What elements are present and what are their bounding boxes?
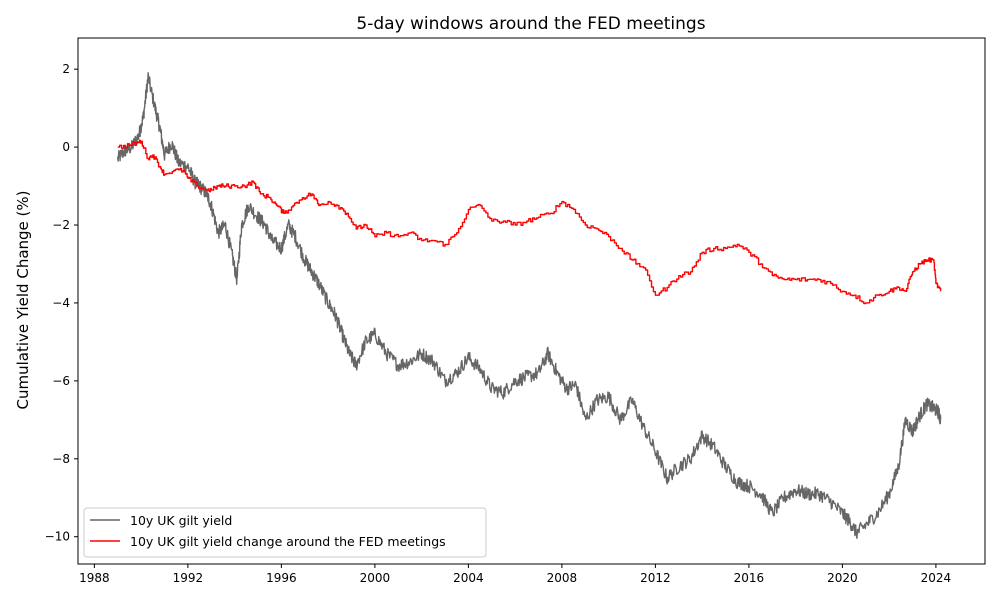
- x-tick-label: 2020: [827, 571, 858, 585]
- y-tick-label: −10: [45, 530, 70, 544]
- chart-title: 5-day windows around the FED meetings: [356, 14, 705, 34]
- x-tick-label: 1988: [79, 571, 110, 585]
- y-tick-label: −2: [52, 218, 70, 232]
- legend-label-fed-change: 10y UK gilt yield change around the FED …: [130, 534, 446, 549]
- x-axis: 1988 1992 1996 2000 2004 2008 2012 2016 2020 2024: [79, 564, 951, 585]
- legend-label-gilt-yield: 10y UK gilt yield: [130, 513, 232, 528]
- y-tick-label: 2: [62, 62, 70, 76]
- x-tick-label: 2000: [360, 571, 391, 585]
- x-tick-label: 1992: [173, 571, 204, 585]
- series-layer: [117, 72, 942, 539]
- legend-box: [83, 507, 487, 558]
- x-tick-label: 2012: [640, 571, 671, 585]
- plot-frame: [77, 37, 986, 565]
- series-line-fed-change: [117, 139, 942, 305]
- x-tick-label: 2016: [734, 571, 765, 585]
- series-line-gilt-yield: [117, 72, 942, 539]
- y-tick-label: −6: [52, 374, 70, 388]
- x-tick-label: 2024: [921, 571, 952, 585]
- y-axis-label: Cumulative Yield Change (%): [14, 190, 32, 409]
- y-tick-label: −8: [52, 452, 70, 466]
- x-tick-label: 2004: [453, 571, 484, 585]
- x-tick-label: 1996: [266, 571, 297, 585]
- y-tick-label: −4: [52, 296, 70, 310]
- y-axis: 2 0 −2 −4 −6 −8 −10: [45, 62, 78, 544]
- y-tick-label: 0: [62, 140, 70, 154]
- x-tick-label: 2008: [547, 571, 578, 585]
- legend: 10y UK gilt yield 10y UK gilt yield chan…: [83, 507, 487, 558]
